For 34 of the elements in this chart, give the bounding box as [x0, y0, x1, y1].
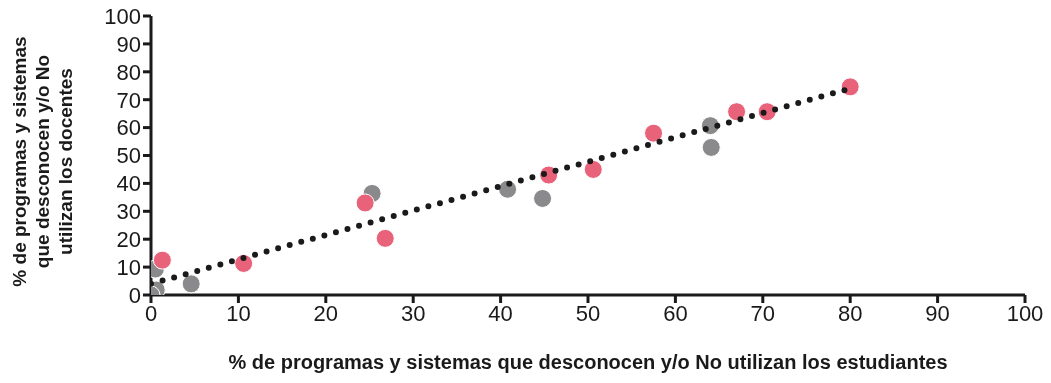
- x-tick-label: 30: [400, 300, 426, 326]
- y-tick-label: 80: [116, 59, 141, 85]
- y-tick-label: 60: [116, 115, 141, 141]
- y-tick-label: 0: [128, 282, 141, 308]
- point: [533, 188, 553, 208]
- point: [375, 228, 395, 248]
- x-tick-label: 80: [837, 300, 863, 326]
- point: [583, 159, 603, 179]
- x-axis-title: % de programas y sistemas que desconocen y/o No utilizan los estudiantes: [228, 351, 948, 373]
- y-tick-label: 100: [104, 3, 141, 29]
- point: [181, 274, 201, 294]
- x-tick-label: 40: [488, 300, 513, 326]
- y-axis-title: % de programas y sistemas que desconocen y/o No utilizan los docentes: [9, 36, 76, 287]
- y-tick-label: 20: [116, 227, 141, 253]
- point: [701, 137, 721, 157]
- y-tick-label: 10: [116, 254, 141, 280]
- x-tick-label: 20: [313, 300, 339, 326]
- x-tick-label: 10: [226, 300, 251, 326]
- y-tick-label: 90: [116, 31, 141, 57]
- x-tick-label: 60: [663, 300, 688, 326]
- x-tick-label: 90: [925, 300, 950, 326]
- y-tick-label: 50: [116, 143, 141, 169]
- x-tick-label: 70: [750, 300, 776, 326]
- point: [727, 102, 747, 122]
- point: [644, 123, 664, 143]
- point: [355, 193, 375, 213]
- y-tick-label: 70: [116, 87, 141, 113]
- point: [152, 250, 172, 270]
- x-tick-label: 0: [144, 300, 158, 326]
- point: [234, 253, 254, 273]
- x-tick-label: 50: [575, 300, 601, 326]
- x-tick-label: 100: [1006, 300, 1044, 326]
- y-tick-label: 30: [116, 199, 141, 225]
- y-tick-label: 40: [116, 171, 141, 197]
